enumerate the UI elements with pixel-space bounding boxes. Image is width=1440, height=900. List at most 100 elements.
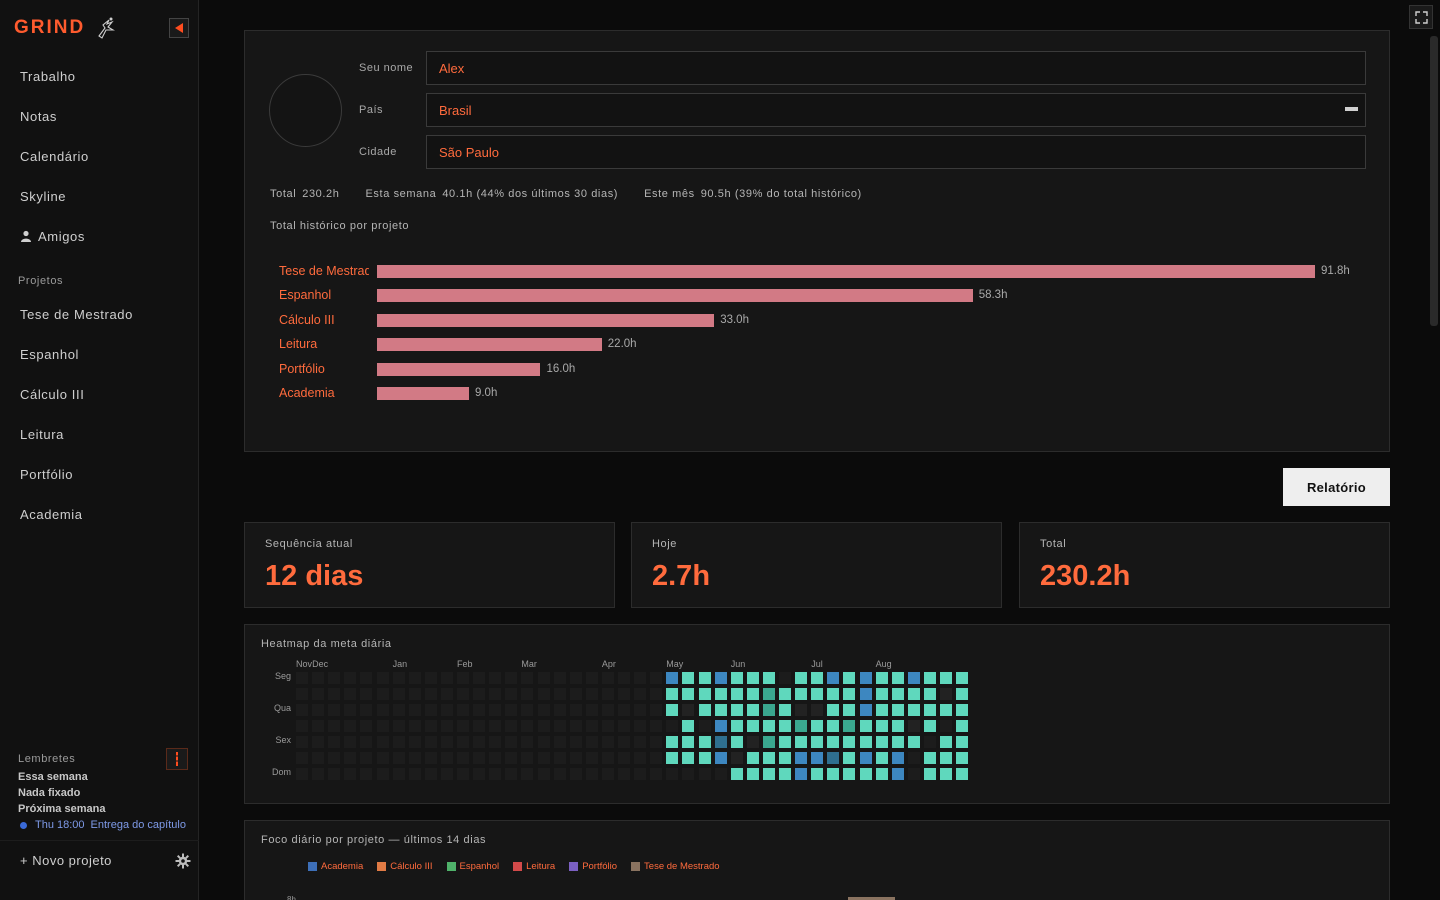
heatmap-cell[interactable] (489, 736, 502, 748)
collapse-sidebar-button[interactable] (169, 18, 189, 38)
heatmap-cell[interactable] (521, 736, 534, 748)
heatmap-cell[interactable] (312, 720, 325, 732)
heatmap-cell[interactable] (376, 720, 389, 732)
heatmap-cell[interactable] (328, 672, 341, 684)
heatmap-cell[interactable] (505, 736, 518, 748)
heatmap-cell[interactable] (795, 752, 808, 764)
heatmap-cell[interactable] (698, 704, 711, 716)
heatmap-cell[interactable] (424, 720, 437, 732)
heatmap-cell[interactable] (585, 768, 598, 780)
heatmap-cell[interactable] (811, 752, 824, 764)
heatmap-cell[interactable] (891, 768, 904, 780)
heatmap-cell[interactable] (811, 720, 824, 732)
heatmap-cell[interactable] (779, 688, 791, 700)
heatmap-cell[interactable] (392, 736, 405, 748)
heatmap-cell[interactable] (843, 752, 856, 764)
heatmap-cell[interactable] (843, 704, 856, 716)
heatmap-cell[interactable] (891, 672, 904, 684)
project-bar-label[interactable]: Cálculo III (279, 312, 335, 327)
heatmap-cell[interactable] (907, 752, 920, 764)
heatmap-cell[interactable] (601, 672, 614, 684)
heatmap-cell[interactable] (811, 672, 824, 684)
heatmap-cell[interactable] (907, 768, 920, 780)
heatmap-cell[interactable] (360, 672, 373, 684)
heatmap-cell[interactable] (762, 704, 775, 716)
heatmap-cell[interactable] (843, 688, 856, 700)
heatmap-cell[interactable] (296, 752, 308, 764)
heatmap-cell[interactable] (601, 736, 614, 748)
heatmap-cell[interactable] (891, 736, 904, 748)
heatmap-cell[interactable] (746, 736, 759, 748)
heatmap-cell[interactable] (666, 768, 679, 780)
heatmap-cell[interactable] (440, 672, 453, 684)
heatmap-cell[interactable] (328, 704, 341, 716)
heatmap-cell[interactable] (875, 768, 888, 780)
heatmap-cell[interactable] (424, 768, 437, 780)
heatmap-cell[interactable] (682, 720, 695, 732)
heatmap-cell[interactable] (666, 688, 679, 700)
heatmap-cell[interactable] (891, 720, 904, 732)
brand[interactable]: GRIND (14, 16, 117, 40)
heatmap-cell[interactable] (618, 752, 630, 764)
heatmap-cell[interactable] (634, 720, 647, 732)
heatmap-cell[interactable] (376, 752, 389, 764)
heatmap-cell[interactable] (666, 736, 679, 748)
heatmap-cell[interactable] (601, 752, 614, 764)
project-item-leitura[interactable]: Leitura (0, 414, 199, 454)
heatmap-cell[interactable] (424, 736, 437, 748)
heatmap-cell[interactable] (408, 768, 421, 780)
heatmap-cell[interactable] (360, 736, 373, 748)
heatmap-cell[interactable] (569, 704, 582, 716)
heatmap-cell[interactable] (698, 752, 711, 764)
heatmap-cell[interactable] (859, 672, 872, 684)
heatmap-cell[interactable] (505, 688, 518, 700)
heatmap-cell[interactable] (440, 704, 453, 716)
heatmap-cell[interactable] (827, 704, 840, 716)
heatmap-cell[interactable] (666, 720, 679, 732)
heatmap-cell[interactable] (601, 720, 614, 732)
heatmap-cell[interactable] (730, 688, 743, 700)
heatmap-cell[interactable] (569, 672, 582, 684)
project-bar-label[interactable]: Leitura (279, 337, 318, 352)
project-item-academia[interactable]: Academia (0, 494, 199, 534)
heatmap-cell[interactable] (296, 672, 308, 684)
scrollbar-thumb[interactable] (1430, 36, 1438, 326)
heatmap-cell[interactable] (827, 752, 840, 764)
project-item-calculo[interactable]: Cálculo III (0, 374, 199, 414)
heatmap-cell[interactable] (923, 720, 936, 732)
reminder-event[interactable]: Thu 18:00 Entrega do capítulo (18, 819, 188, 831)
nav-item-trabalho[interactable]: Trabalho (0, 56, 199, 96)
heatmap-cell[interactable] (489, 688, 502, 700)
heatmap-cell[interactable] (601, 768, 614, 780)
heatmap-cell[interactable] (682, 768, 695, 780)
heatmap-cell[interactable] (811, 688, 824, 700)
project-bar-label[interactable]: Academia (279, 386, 335, 400)
heatmap-cell[interactable] (537, 736, 550, 748)
heatmap-cell[interactable] (730, 720, 743, 732)
heatmap-cell[interactable] (328, 720, 341, 732)
heatmap-cell[interactable] (940, 736, 952, 748)
heatmap-cell[interactable] (424, 688, 437, 700)
heatmap-cell[interactable] (344, 688, 357, 700)
heatmap-cell[interactable] (698, 768, 711, 780)
heatmap-cell[interactable] (779, 672, 791, 684)
heatmap-cell[interactable] (505, 704, 518, 716)
heatmap-cell[interactable] (779, 752, 791, 764)
heatmap-cell[interactable] (634, 672, 647, 684)
gear-icon[interactable] (175, 853, 191, 869)
heatmap-cell[interactable] (440, 768, 453, 780)
heatmap-cell[interactable] (907, 704, 920, 716)
heatmap-cell[interactable] (634, 704, 647, 716)
heatmap-cell[interactable] (795, 768, 808, 780)
heatmap-cell[interactable] (553, 736, 566, 748)
heatmap-cell[interactable] (408, 752, 421, 764)
heatmap-cell[interactable] (762, 688, 775, 700)
heatmap-cell[interactable] (360, 688, 373, 700)
heatmap-cell[interactable] (698, 736, 711, 748)
heatmap-cell[interactable] (585, 752, 598, 764)
heatmap-cell[interactable] (730, 704, 743, 716)
heatmap-cell[interactable] (827, 720, 840, 732)
heatmap-cell[interactable] (875, 704, 888, 716)
heatmap-cell[interactable] (859, 752, 872, 764)
heatmap-cell[interactable] (521, 720, 534, 732)
